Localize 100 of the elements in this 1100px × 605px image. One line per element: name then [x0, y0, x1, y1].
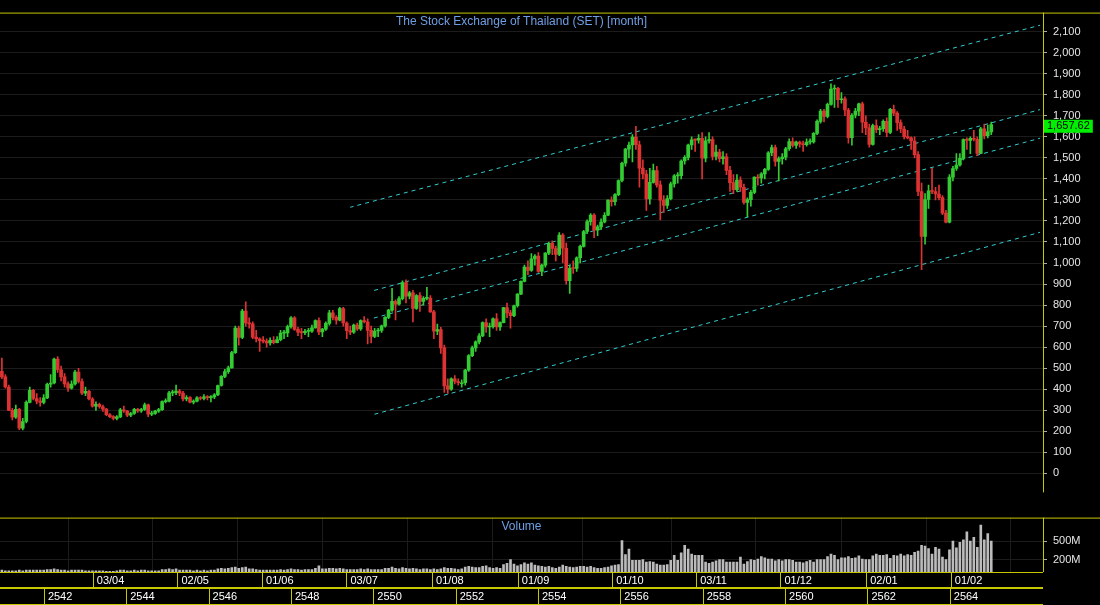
bar [575, 566, 579, 572]
bar [645, 561, 648, 572]
bar [760, 556, 763, 572]
bar [892, 554, 896, 572]
bar [345, 569, 349, 572]
y-tick-label: 400 [1053, 382, 1072, 395]
bar [777, 559, 781, 572]
bar [603, 567, 606, 572]
bar [770, 558, 774, 572]
bar [171, 569, 174, 572]
bar [28, 569, 32, 572]
bar [488, 567, 491, 572]
bar [780, 560, 784, 572]
bar [819, 559, 822, 572]
bar [878, 554, 882, 572]
y-tick-label: 1,700 [1053, 108, 1081, 121]
x-tick-label: 03/11 [700, 573, 727, 586]
bar [927, 548, 930, 572]
bar [658, 564, 662, 572]
bar [449, 567, 453, 572]
bar [373, 569, 376, 572]
bar [164, 569, 167, 572]
bar [784, 559, 788, 572]
bar [233, 566, 237, 572]
bar [530, 562, 533, 572]
bar [348, 569, 352, 572]
bar [718, 559, 721, 572]
x2-tick-label: 2558 [706, 589, 732, 602]
text: 1,657.62 [1047, 119, 1090, 132]
bar [847, 556, 850, 572]
x-tick-label: 02/05 [181, 573, 209, 586]
bar [237, 567, 241, 572]
bar [662, 564, 666, 572]
bar [665, 564, 669, 572]
y-tick-label: 300 [1053, 403, 1072, 416]
y-tick-label: 1,100 [1053, 235, 1081, 248]
bar [547, 566, 551, 572]
bar [652, 561, 655, 572]
bar [240, 567, 244, 572]
x2-tick-label: 2564 [953, 589, 979, 602]
bar [861, 558, 864, 572]
bar [387, 567, 390, 572]
bar [380, 569, 383, 572]
bar [920, 545, 923, 572]
y-tick-label: 2,000 [1053, 45, 1081, 58]
chart-title: The Stock Exchange of Thailand (SET) [month] [395, 13, 648, 28]
bar [840, 557, 843, 572]
x-tick-label: 03/07 [350, 573, 378, 586]
bar [328, 567, 331, 572]
bar [561, 564, 565, 572]
y-tick-label: 100 [1053, 445, 1072, 458]
bar [885, 554, 889, 572]
bar [854, 557, 857, 572]
bar [439, 568, 443, 572]
bar [453, 568, 457, 572]
x-tick-label: 01/06 [266, 573, 294, 586]
bar [314, 567, 317, 572]
bar [467, 566, 471, 572]
bar [279, 569, 282, 572]
y-tick-label: 1,000 [1053, 256, 1081, 269]
x2-tick-label: 2550 [377, 589, 402, 602]
bar [362, 569, 366, 572]
y-tick-label: 1,900 [1053, 66, 1081, 79]
bar [341, 568, 345, 572]
bar [456, 569, 460, 572]
bar [934, 546, 937, 572]
x-tick-label: 01/08 [436, 573, 464, 586]
bar [725, 561, 728, 572]
bar [826, 556, 829, 572]
bar [77, 569, 80, 572]
bar [49, 569, 52, 572]
y-tick-label: 800 [1053, 298, 1072, 311]
bar [888, 558, 892, 572]
bar [516, 565, 519, 572]
x2-tick-label: 2542 [47, 589, 73, 602]
y-tick-label: 200 [1053, 424, 1072, 437]
y-tick-label: 1,800 [1053, 87, 1081, 100]
bar [495, 567, 498, 572]
bar [523, 562, 526, 572]
bar [474, 567, 477, 572]
bar [833, 554, 836, 572]
bar [178, 569, 181, 572]
bar [481, 566, 484, 572]
bar [401, 567, 404, 572]
bar [446, 567, 450, 572]
bar [899, 553, 902, 572]
x2-tick-label: 2544 [130, 589, 155, 602]
bar [571, 567, 575, 572]
bar [35, 569, 39, 572]
bar [185, 569, 188, 572]
bar [352, 569, 356, 572]
bar [766, 558, 770, 572]
bar [805, 561, 808, 572]
bar [502, 564, 505, 572]
bar [247, 568, 251, 572]
bar [394, 567, 397, 572]
bar [258, 569, 261, 572]
x2-tick-label: 2546 [212, 589, 238, 602]
bar [895, 555, 899, 572]
bar [429, 569, 432, 572]
